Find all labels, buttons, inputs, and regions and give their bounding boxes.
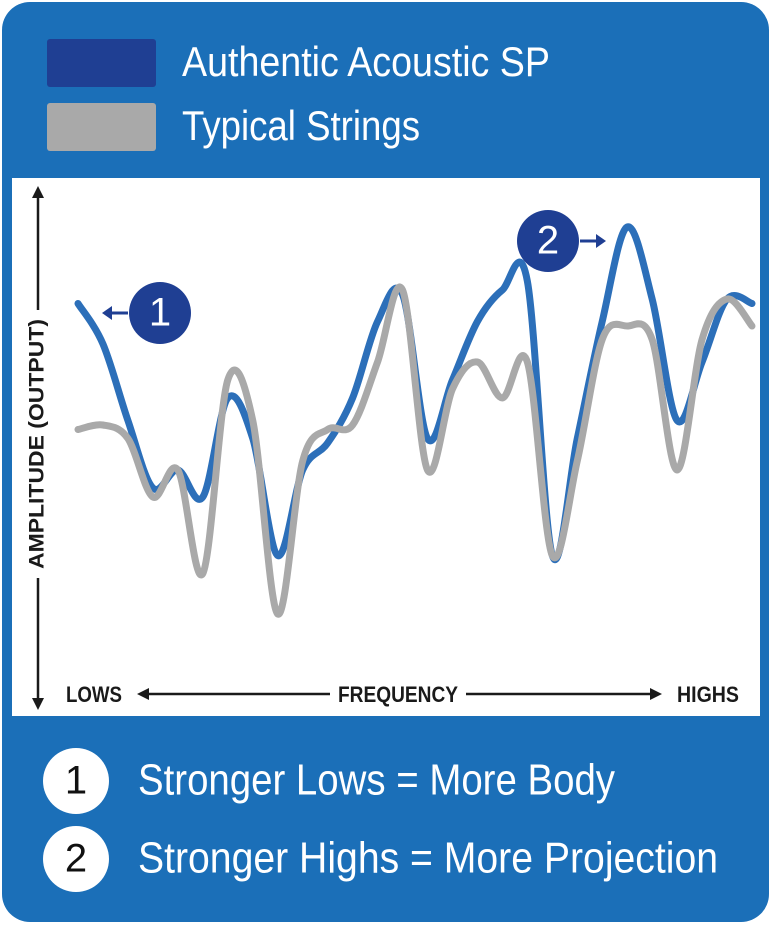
callout-circle — [129, 282, 191, 344]
legend-swatch — [47, 39, 156, 87]
note-marker: 2 — [65, 837, 87, 881]
callout-label: 2 — [537, 219, 559, 263]
legend-label: Authentic Acoustic SP — [182, 38, 550, 85]
callout-label: 1 — [149, 291, 171, 335]
plot: 12 — [74, 210, 756, 618]
plot-background — [12, 178, 760, 716]
x-high-label: HIGHS — [677, 682, 739, 707]
callout: 1 — [102, 282, 191, 344]
legend-swatch — [47, 103, 156, 151]
x-low-label: LOWS — [66, 682, 122, 707]
note-marker-circle — [43, 826, 109, 892]
axis-arrows — [32, 186, 662, 710]
x-axis-label: FREQUENCY — [338, 682, 458, 707]
callout: 2 — [517, 210, 606, 272]
note-marker: 1 — [65, 759, 87, 803]
x-arrow-head — [650, 688, 662, 700]
series-line — [74, 283, 756, 618]
x-arrow-head — [137, 688, 149, 700]
note-text: Stronger Lows = More Body — [138, 756, 615, 805]
y-arrow-head — [32, 186, 44, 198]
callout-arrow-head — [102, 306, 112, 320]
legend-label: Typical Strings — [182, 102, 420, 149]
callout-circle — [517, 210, 579, 272]
callout-arrow-head — [596, 234, 606, 248]
legend: Authentic Acoustic SP Typical Strings — [47, 38, 550, 151]
series-line — [74, 223, 756, 563]
note-marker-circle — [43, 748, 109, 814]
y-arrow-head — [32, 698, 44, 710]
note-text: Stronger Highs = More Projection — [138, 834, 718, 883]
notes: 1 Stronger Lows = More Body 2 Stronger High… — [43, 748, 718, 892]
y-axis-label: AMPLITUDE (OUTPUT) — [26, 319, 49, 569]
